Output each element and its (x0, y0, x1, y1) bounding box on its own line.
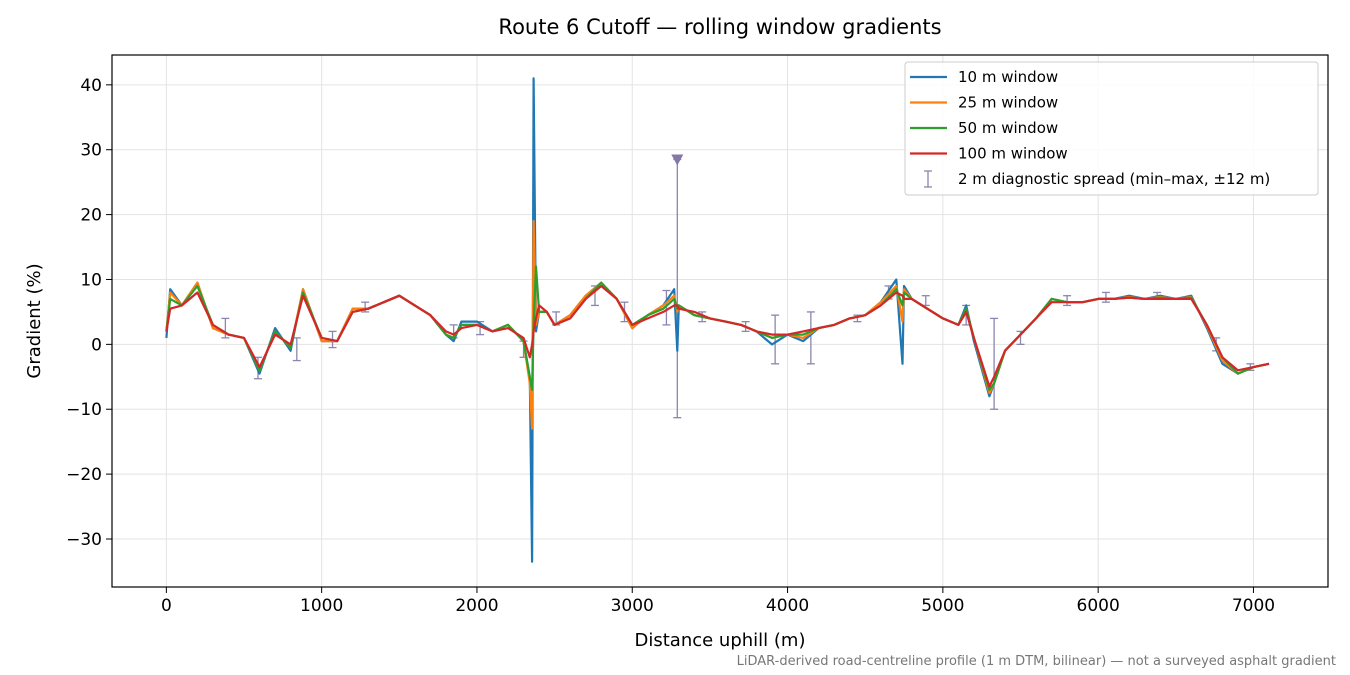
x-tick-label: 5000 (921, 596, 964, 616)
plot-frame (111, 54, 1329, 588)
x-axis-label: Distance uphill (m) (635, 630, 806, 651)
footnote: LiDAR-derived road-centreline profile (1… (737, 654, 1336, 669)
y-tick-label: 30 (80, 141, 102, 161)
y-tick-label: −10 (66, 400, 102, 420)
x-tick-label: 3000 (611, 596, 654, 616)
x-tick-label: 0 (161, 596, 172, 616)
flag-marker (671, 154, 684, 166)
chart-title: Route 6 Cutoff — rolling window gradient… (498, 15, 941, 39)
x-tick-label: 6000 (1077, 596, 1120, 616)
legend-box (904, 61, 1319, 196)
series-line (165, 284, 1270, 388)
legend: 10 m window 25 m window 50 m window 100 m w… (904, 61, 1319, 196)
legend-label: 10 m window (958, 68, 1058, 86)
x-tick-label: 4000 (766, 596, 809, 616)
series-line (165, 265, 1270, 391)
y-tick-label: 10 (80, 270, 102, 290)
x-tick-label: 7000 (1232, 596, 1275, 616)
y-tick-label: −20 (66, 465, 102, 485)
y-tick-label: 0 (91, 335, 102, 355)
legend-label: 25 m window (958, 94, 1058, 112)
legend-label: 2 m diagnostic spread (min–max, ±12 m) (958, 170, 1270, 188)
x-tick-label: 1000 (300, 596, 343, 616)
y-tick-label: 20 (80, 206, 102, 226)
series-line (165, 220, 1270, 430)
legend-label: 50 m window (958, 119, 1058, 137)
y-axis-label: Gradient (%) (24, 263, 45, 378)
x-tick-label: 2000 (455, 596, 498, 616)
y-tick-label: 40 (80, 76, 102, 96)
legend-label: 100 m window (958, 145, 1068, 163)
y-tick-label: −30 (66, 530, 102, 550)
